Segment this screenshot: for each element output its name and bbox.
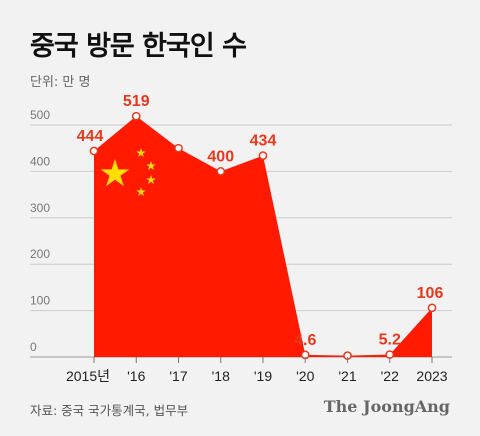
x-tick-label: 2015년: [66, 368, 110, 384]
star-icon: [146, 175, 156, 185]
data-labels: 444 519 400 434 4.6 5.2 106: [77, 93, 444, 349]
data-point: [216, 167, 226, 176]
x-tick-label: 2023: [416, 368, 447, 384]
data-label: 444: [77, 128, 104, 145]
area-series: [94, 116, 432, 358]
data-label: 519: [123, 93, 150, 110]
x-tick-label: '22: [381, 368, 399, 384]
source-note: 자료: 중국 국가통계국, 법무부: [30, 403, 189, 418]
data-point: [427, 303, 437, 313]
x-tick-label: '21: [338, 368, 356, 384]
data-label: 4.6: [294, 332, 316, 349]
data-label: 106: [417, 285, 444, 302]
data-point: [131, 111, 141, 121]
star-icon: [136, 148, 146, 158]
data-point: [258, 151, 268, 160]
x-tick-label: '17: [169, 368, 187, 384]
x-tick-label: '18: [212, 368, 230, 384]
x-axis-ticks: 2015년 '16 '17 '18 '19 '20 '21 '22 2023: [66, 357, 448, 384]
star-icon: [146, 161, 156, 171]
y-axis-ticks: 0 100 200 300 400 500: [30, 108, 50, 354]
y-tick-label: 300: [30, 201, 50, 215]
y-tick-label: 0: [30, 340, 37, 354]
data-point: [174, 143, 183, 153]
publisher-logo: The JoongAng: [323, 397, 450, 416]
star-icon: [100, 159, 130, 187]
unit-label: 단위: 만 명: [30, 75, 91, 90]
star-icon: [136, 187, 146, 197]
area-fill: [94, 116, 432, 358]
data-point: [89, 146, 99, 156]
y-tick-label: 200: [30, 247, 50, 261]
y-tick-label: 400: [30, 154, 50, 168]
x-tick-label: '19: [254, 368, 272, 384]
data-points: [89, 111, 437, 360]
chart-title: 중국 방문 한국인 수: [30, 31, 247, 62]
data-label: 434: [250, 133, 277, 150]
y-tick-label: 500: [30, 108, 50, 122]
y-tick-label: 100: [30, 294, 50, 308]
data-label: 5.2: [379, 332, 401, 349]
x-tick-label: '16: [127, 368, 145, 384]
data-label: 400: [207, 148, 234, 165]
x-tick-label: '20: [296, 368, 314, 384]
china-flag-stars-icon: [100, 148, 156, 197]
